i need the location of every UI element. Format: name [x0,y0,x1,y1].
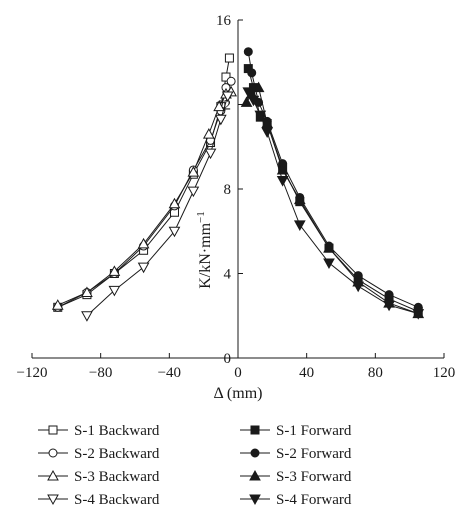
legend-label: S-3 Backward [74,469,160,485]
data-point [221,91,234,103]
series-s-4-forward [242,87,425,320]
data-point [202,128,215,139]
data-point [323,242,335,253]
series-s-2-forward [243,47,423,312]
data-point [247,95,260,107]
y-tick-label: 8 [224,182,232,198]
x-axis-label: Δ (mm) [214,385,263,402]
legend-item: S-4 Forward [240,492,352,508]
y-axis-label-exponent: −1 [195,211,207,223]
series-layer [51,47,425,322]
data-point [81,286,93,298]
data-point [276,176,289,187]
series-line [247,51,419,308]
data-point [108,265,121,276]
x-tick-label: 120 [433,365,456,381]
x-tick-label: 40 [299,365,314,381]
data-point [247,68,257,78]
legend-item: S-2 Forward [240,446,352,462]
series-s-1-forward [243,64,423,317]
data-point [243,47,253,57]
legend-marker [249,494,261,506]
legend-marker [250,425,260,435]
legend-label: S-2 Forward [276,446,352,462]
data-point [383,300,395,312]
series-s-3-backward [51,85,237,310]
data-point [204,148,217,160]
data-point [242,87,255,98]
y-axis-label-main: K/kN·mm [197,222,214,288]
data-point [187,186,200,198]
legend-label: S-2 Backward [74,446,160,462]
legend-marker [48,448,58,458]
x-tick-label: 80 [368,365,383,381]
data-point [137,262,150,274]
legend-marker [47,469,59,481]
legend-label: S-1 Forward [276,423,352,439]
legend-item: S-1 Forward [240,423,352,439]
legend-item: S-4 Backward [38,492,160,508]
legend-label: S-1 Backward [74,423,160,439]
legend-marker [250,448,260,458]
x-tick-label: −120 [17,365,48,381]
legend-marker [48,425,58,435]
legend-marker [47,494,59,506]
x-tick-label: 0 [234,365,242,381]
y-tick-label: 4 [224,267,232,283]
legend-item: S-3 Forward [240,469,352,485]
series-s-4-backward [81,91,234,322]
data-point [352,281,365,293]
data-point [252,81,265,93]
data-point [293,193,306,205]
legend-marker [249,469,261,481]
legend-item: S-3 Backward [38,469,160,485]
series-line [247,68,419,312]
x-tick-label: −80 [89,365,112,381]
legend-item: S-1 Backward [38,423,160,439]
y-tick-label: 0 [224,351,232,367]
x-ticks: −120 −80 −40 0 40 80 120 [17,353,456,381]
y-tick-label: 16 [216,13,232,29]
legend: S-1 Backward S-2 Backward S-3 Backward S-4 … [38,423,352,508]
data-point [224,53,234,63]
series-line [57,91,232,306]
data-point [254,110,267,122]
data-point [81,311,93,322]
data-point [226,76,236,86]
series-line [246,86,419,315]
data-point [323,258,335,269]
data-point [412,309,425,320]
legend-item: S-2 Backward [38,446,160,462]
y-axis-label: K/kN·mm−1 [195,211,214,289]
series-line [247,91,419,315]
data-point [168,226,181,238]
data-point [168,197,181,209]
data-point [108,285,121,297]
data-point [261,127,274,138]
legend-label: S-4 Forward [276,492,352,508]
legend-label: S-4 Backward [74,492,160,508]
data-point [240,96,253,107]
data-point [187,166,200,177]
data-point [137,237,150,249]
x-tick-label: −40 [158,365,181,381]
y-ticks: 0481216 [216,13,243,367]
legend-label: S-3 Forward [276,469,352,485]
data-point [214,114,227,126]
data-point [51,299,64,310]
data-point [293,220,306,231]
data-point [213,100,225,112]
